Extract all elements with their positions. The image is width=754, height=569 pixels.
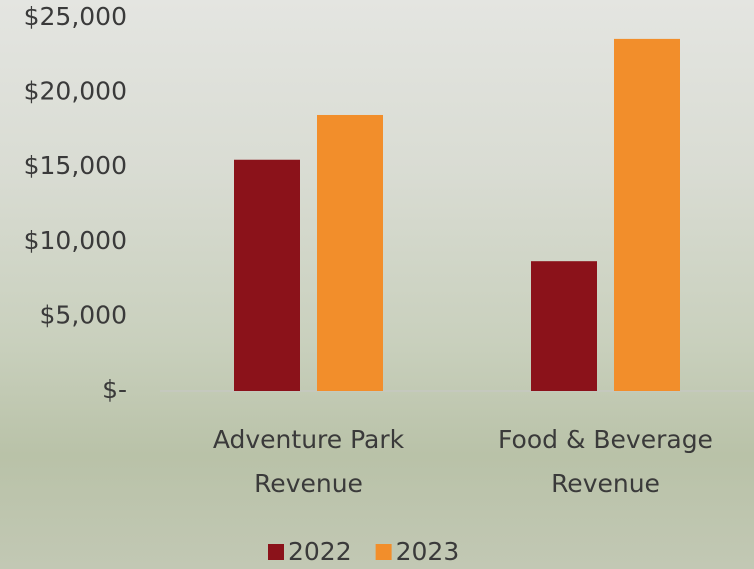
y-tick-label: $25,000 (24, 2, 127, 31)
x-tick-label: Food & Beverage Revenue (498, 425, 713, 498)
legend-label: 2023 (396, 537, 460, 566)
x-tick-label: Adventure Park Revenue (212, 425, 405, 498)
y-tick-label: $15,000 (24, 151, 127, 180)
bar (531, 261, 597, 391)
bar (317, 114, 383, 391)
legend-label: 2022 (288, 537, 352, 566)
y-tick-label: $20,000 (24, 77, 127, 106)
y-tick-label: $10,000 (24, 226, 127, 255)
y-tick-label: $5,000 (40, 300, 127, 329)
legend-swatch (268, 544, 284, 560)
y-tick-label: $- (102, 375, 127, 404)
legend-swatch (375, 544, 392, 560)
bar (234, 159, 300, 391)
bar (614, 38, 680, 391)
